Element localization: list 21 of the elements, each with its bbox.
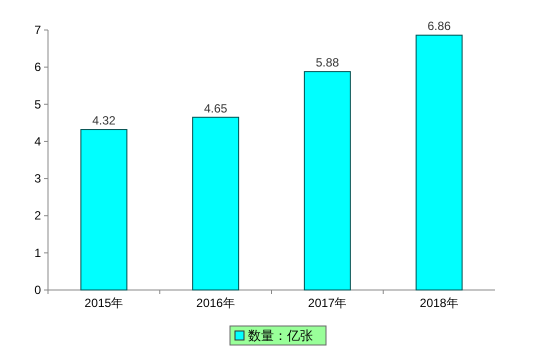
x-tick-label: 2017年 xyxy=(308,296,347,310)
legend-label: 数量：亿张 xyxy=(248,328,313,343)
x-tick-label: 2015年 xyxy=(84,296,124,310)
y-tick-label: 1 xyxy=(34,246,42,260)
y-tick-label: 7 xyxy=(34,23,42,37)
y-tick-label: 4 xyxy=(34,134,42,148)
bar xyxy=(304,71,351,290)
y-tick-label: 6 xyxy=(34,60,42,74)
x-tick-label: 2018年 xyxy=(420,296,458,310)
bar xyxy=(192,116,240,290)
bar xyxy=(416,34,463,290)
x-tick-label: 2016年 xyxy=(196,296,235,310)
y-tick-label: 0 xyxy=(34,283,42,297)
bar xyxy=(80,129,128,290)
y-tick-label: 3 xyxy=(34,172,42,186)
data-label: 5.88 xyxy=(316,56,340,70)
data-label: 4.65 xyxy=(204,101,228,116)
y-tick-label: 5 xyxy=(34,97,42,112)
data-label: 6.86 xyxy=(427,19,452,34)
y-tick-label: 2 xyxy=(34,208,42,223)
data-label: 4.32 xyxy=(92,114,116,128)
